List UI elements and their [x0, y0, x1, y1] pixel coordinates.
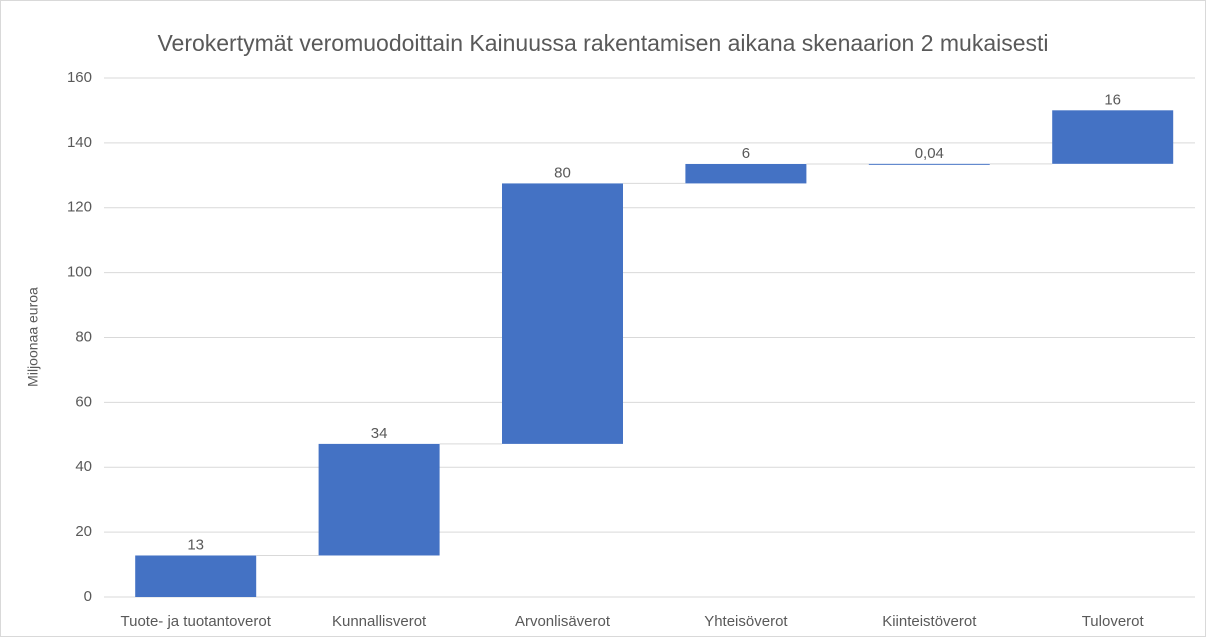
x-tick-label: Yhteisöverot — [704, 613, 788, 630]
data-label: 16 — [1104, 91, 1121, 108]
x-tick-label: Tuloverot — [1082, 613, 1145, 630]
bar — [135, 555, 257, 597]
y-tick-label: 140 — [67, 134, 92, 151]
bar — [318, 443, 440, 556]
y-tick-label: 40 — [75, 458, 92, 475]
x-tick-label: Tuote- ja tuotantoverot — [121, 613, 272, 630]
y-axis-label: Miljoonaa euroa — [25, 287, 41, 387]
y-tick-label: 100 — [67, 264, 92, 281]
x-tick-label: Kiinteistöverot — [882, 613, 977, 630]
data-label: 0,04 — [915, 145, 944, 162]
bar — [868, 163, 990, 165]
data-label: 13 — [187, 536, 204, 553]
x-tick-label: Kunnallisverot — [332, 613, 427, 630]
x-tick-label: Arvonlisäverot — [515, 613, 611, 630]
bar — [502, 183, 623, 444]
data-label: 6 — [742, 145, 750, 162]
y-tick-label: 120 — [67, 199, 92, 216]
bar — [685, 163, 807, 184]
bar — [1052, 110, 1174, 164]
data-label: 34 — [371, 425, 388, 442]
chart-title: Verokertymät veromuodoittain Kainuussa r… — [157, 30, 1048, 56]
y-tick-label: 0 — [84, 588, 92, 605]
y-tick-label: 80 — [75, 328, 92, 345]
y-tick-label: 60 — [75, 393, 92, 410]
y-tick-label: 20 — [75, 523, 92, 540]
y-tick-label: 160 — [67, 69, 92, 86]
data-label: 80 — [554, 164, 571, 181]
